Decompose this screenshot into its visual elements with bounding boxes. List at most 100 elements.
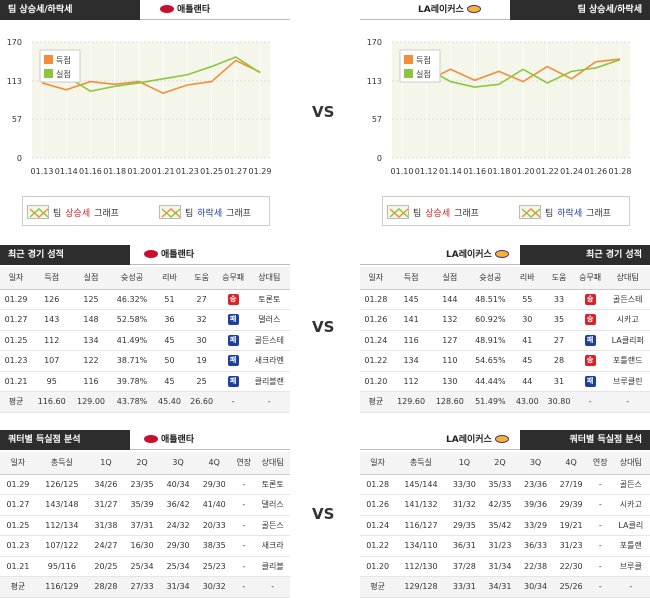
table-cell: 134/110 (395, 535, 447, 557)
recent-left-table: 일자 득점 실점 슛성공 리바 도움 승무패 상대팀 01.29 126 125 46.32% 51 27… (0, 267, 290, 413)
table-cell: - (588, 515, 612, 536)
down-graph-icon (159, 205, 181, 219)
table-cell: 평균 (0, 576, 36, 598)
right-trend-team-name: LA레이커스 (418, 5, 464, 15)
table-cell: 브루클린 (605, 371, 650, 392)
table-row: 01.29 126/125 34/26 23/35 40/34 29/30- 토론토 (0, 474, 290, 495)
table-cell: 34/26 (87, 474, 124, 495)
table-cell: 골든스테 (605, 289, 650, 310)
table-cell: 30/34 (517, 576, 554, 598)
table-cell: 01.29 (0, 474, 36, 495)
table-cell: 01.24 (360, 515, 396, 536)
table-cell: 141 (391, 309, 431, 331)
table-cell: 141/132 (395, 494, 447, 516)
table-cell: - (232, 515, 256, 536)
table-cell: 125 (71, 289, 111, 310)
table-row: 01.23 107/122 24/27 16/30 29/30 38/35- 새크라 (0, 535, 290, 557)
table-cell: LA클리퍼 (605, 330, 650, 351)
table-cell: 클리블랜 (248, 371, 290, 392)
column-header: 리바 (511, 267, 544, 290)
table-cell: 패 (217, 371, 249, 392)
table-cell: 01.21 (0, 371, 33, 392)
column-header: 총득실 (395, 452, 447, 475)
table-cell: 145 (391, 289, 431, 310)
column-header: 도움 (543, 267, 575, 290)
table-cell: 112 (391, 371, 431, 392)
table-cell: 43.78% (110, 391, 154, 413)
table-cell: 01.21 (0, 556, 36, 577)
table-cell: 45 (153, 330, 186, 351)
column-header: 상대팀 (255, 452, 290, 475)
table-cell: 새크라멘 (248, 350, 290, 372)
table-cell: 01.25 (0, 330, 33, 351)
table-row: 01.21 95/116 20/25 25/34 25/34 25/23- 클리블 (0, 556, 290, 577)
column-header: 4Q (196, 452, 233, 475)
table-cell: 54.65% (469, 350, 512, 372)
table-cell: 44.44% (469, 371, 512, 392)
right-xtick-label: 01.22 (536, 167, 559, 176)
table-cell: 116 (391, 330, 431, 351)
table-cell: 95 (32, 371, 72, 392)
table-cell: 132 (430, 309, 470, 331)
table-cell: 145/144 (395, 474, 447, 495)
table-cell: 37/31 (123, 515, 161, 536)
table-cell: 28/28 (87, 576, 124, 598)
table-cell: 01.26 (360, 309, 392, 331)
right-trend-title: 팀 상승세/하락세 (510, 0, 650, 20)
table-row: 01.25 112 134 41.49% 45 30 패 골든스테 (0, 330, 290, 351)
recent-left-team: 애틀랜타 (161, 250, 195, 260)
win-badge: 승 (227, 293, 239, 305)
table-cell: 시카고 (611, 494, 650, 516)
left-xtick-label: 01.23 (176, 167, 199, 176)
table-cell: 29/39 (553, 494, 589, 516)
left-ytick-label: 57 (12, 115, 22, 124)
table-cell: 33/29 (517, 515, 554, 536)
table-cell: 포틀랜드 (605, 350, 650, 372)
table-cell: 25/34 (160, 556, 197, 577)
right-trend-panel: LA레이커스 팀 상승세/하락세 0 57 113 170 01.10 01.12 01.1… (360, 0, 650, 230)
left-xtick-label: 01.20 (127, 167, 150, 176)
table-cell: 31 (543, 371, 575, 392)
table-cell: 31/38 (87, 515, 124, 536)
left-trend-header: 팀 상승세/하락세 애틀랜타 (0, 0, 290, 20)
table-cell: 33 (543, 289, 575, 310)
column-header: 2Q (482, 452, 518, 475)
table-cell: 평균 (0, 391, 33, 413)
column-header: 슛성공 (110, 267, 154, 290)
vs-label-bottom: VS (312, 505, 335, 523)
table-cell: 27 (543, 330, 575, 351)
lakers-logo-icon (494, 249, 509, 258)
table-cell: 19/21 (553, 515, 589, 536)
table-cell: - (217, 391, 249, 413)
table-cell: 20/33 (196, 515, 233, 536)
table-cell: 126/125 (35, 474, 88, 495)
recent-right-table: 일자 득점 실점 슛성공 리바 도움 승무패 상대팀 01.28 145 144 48.51% 55 33… (360, 267, 650, 413)
table-header-row: 일자 총득실 1Q 2Q 3Q 4Q 연장 상대팀 (360, 452, 650, 475)
table-cell: 112/130 (395, 556, 447, 577)
table-cell: 패 (217, 309, 249, 331)
table-cell: 116.60 (32, 391, 72, 413)
table-cell: 45.40 (153, 391, 186, 413)
table-cell: 35/39 (123, 494, 161, 516)
loss-badge: 패 (227, 355, 239, 367)
table-cell: 46.32% (110, 289, 154, 310)
quarter-left-team: 애틀랜타 (161, 435, 195, 445)
table-cell: 평균 (360, 391, 392, 413)
right-xtick-label: 01.10 (391, 167, 414, 176)
table-cell: 39/36 (517, 494, 554, 516)
table-cell: 29/35 (446, 515, 483, 536)
average-row: 평균 116/129 28/28 27/33 31/34 30/32- - (0, 576, 290, 598)
table-row: 01.26 141/132 31/32 42/35 39/36 29/39- 시카고 (360, 494, 650, 516)
table-cell: 36 (153, 309, 186, 331)
table-cell: 포틀랜 (611, 535, 650, 557)
vs-label-middle: VS (312, 318, 335, 336)
table-cell: 39.78% (110, 371, 154, 392)
table-cell: 134 (391, 350, 431, 372)
table-cell: 129.00 (71, 391, 111, 413)
column-header: 승무패 (574, 267, 606, 290)
recent-right-panel: LA레이커스 최근 경기 성적 일자 득점 실점 슛성공 리바 도움 승무패 상대팀 01.28… (360, 245, 650, 413)
table-cell: - (588, 535, 612, 557)
table-cell: 44 (511, 371, 544, 392)
table-cell: 31/32 (446, 494, 483, 516)
right-xtick-label: 01.24 (560, 167, 583, 176)
